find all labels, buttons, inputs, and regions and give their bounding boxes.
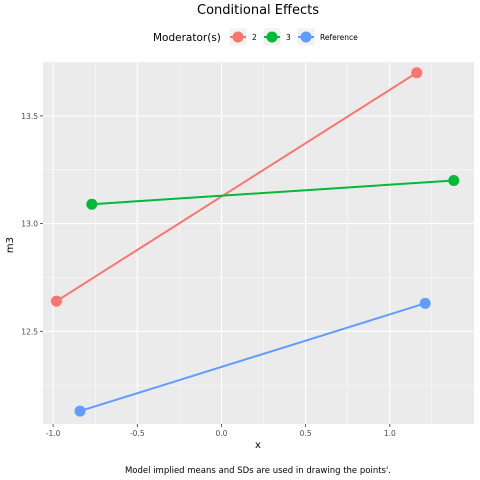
data-point — [448, 175, 460, 187]
data-point — [74, 405, 86, 417]
x-tick-label: -1.0 — [46, 429, 61, 438]
x-tick-label: 0.5 — [300, 429, 312, 438]
legend-key-point — [300, 31, 312, 43]
series-line — [55, 71, 418, 303]
series-2 — [50, 67, 423, 307]
chart-title: Conditional Effects — [197, 3, 319, 18]
legend-key-point — [232, 31, 244, 43]
y-tick-label: 12.5 — [21, 327, 38, 336]
x-axis: -1.0 -0.5 0.0 0.5 1.0 — [46, 424, 396, 438]
legend-label: 3 — [286, 33, 291, 42]
y-axis-label: m3 — [5, 237, 16, 253]
data-point — [86, 198, 98, 210]
y-axis: 12.5 13.0 13.5 — [21, 112, 43, 336]
y-tick-label: 13.5 — [21, 112, 38, 121]
plot-panel — [43, 62, 474, 424]
series-3 — [86, 175, 460, 210]
chart-caption: Model implied means and SDs are used in … — [125, 466, 391, 476]
series-line — [79, 302, 426, 413]
series-line — [91, 179, 454, 206]
y-tick-label: 13.0 — [21, 220, 38, 229]
data-point — [419, 297, 431, 309]
grid-lines — [43, 61, 474, 424]
x-tick-label: -0.5 — [130, 429, 145, 438]
x-tick-label: 0.0 — [215, 429, 227, 438]
data-point — [50, 295, 62, 307]
legend-key-point — [266, 31, 278, 43]
series-layer — [50, 67, 460, 417]
legend-label: 2 — [252, 33, 257, 42]
series-reference — [74, 297, 431, 417]
x-tick-label: 1.0 — [384, 429, 396, 438]
data-point — [411, 67, 423, 79]
legend-label: Reference — [320, 33, 358, 42]
x-axis-label: x — [255, 440, 261, 451]
legend: Moderator(s) 2 3 Reference — [153, 28, 358, 46]
legend-title: Moderator(s) — [153, 32, 221, 44]
